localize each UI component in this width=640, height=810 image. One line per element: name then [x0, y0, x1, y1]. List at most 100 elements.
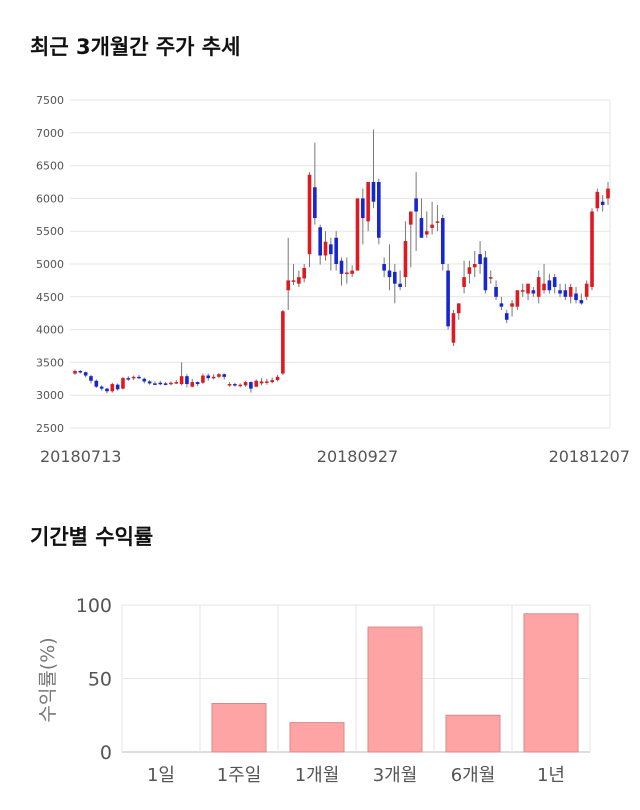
- candle-body: [430, 224, 434, 228]
- returns-x-tick-label: 1년: [537, 765, 565, 786]
- candle-body: [190, 382, 195, 387]
- candle-body: [73, 370, 77, 374]
- candle-body: [547, 280, 552, 291]
- returns-x-tick-label: 1일: [147, 765, 175, 786]
- candle-body: [163, 383, 168, 385]
- candle-y-tick-label: 6000: [36, 192, 64, 205]
- candle-body: [142, 378, 147, 382]
- candle-body: [291, 280, 296, 282]
- returns-bar: [523, 613, 579, 753]
- candle-body: [456, 303, 461, 314]
- returns-grid: [121, 604, 591, 753]
- candle-body: [563, 290, 568, 297]
- candle-body: [595, 191, 600, 209]
- candle-y-tick-label: 7000: [36, 127, 64, 140]
- candle-body: [579, 300, 584, 304]
- candle-body: [313, 187, 317, 219]
- candle-body: [478, 254, 482, 264]
- candle-body: [243, 382, 248, 386]
- candle-body: [446, 270, 450, 327]
- candle-body: [201, 375, 205, 383]
- candle-y-tick-label: 4000: [36, 324, 64, 337]
- candle-body: [520, 290, 525, 292]
- candle-body: [329, 244, 333, 255]
- candle-body: [259, 381, 264, 384]
- returns-x-tick-label: 6개월: [451, 765, 496, 786]
- candle-x-tick-label: 20181207: [549, 447, 630, 466]
- candle-body: [408, 211, 413, 225]
- candle-marks: [73, 129, 610, 394]
- candle-body: [366, 182, 370, 222]
- candle-body: [217, 374, 221, 377]
- candle-body: [398, 283, 402, 287]
- candle-x-tick-label: 20180713: [40, 447, 121, 466]
- returns-y-tick-label: 100: [76, 595, 112, 617]
- candle-body: [195, 382, 200, 385]
- candle-body: [371, 182, 376, 202]
- candle-body: [584, 283, 589, 297]
- candle-body: [94, 380, 99, 387]
- candle-y-tick-label: 2500: [36, 422, 64, 435]
- candle-body: [472, 264, 477, 268]
- candle-body: [147, 381, 152, 384]
- candle-body: [286, 280, 290, 291]
- candle-body: [105, 388, 109, 392]
- candle-body: [536, 277, 541, 297]
- candle-body: [499, 303, 504, 307]
- candle-y-tick-label: 5000: [36, 258, 64, 271]
- candle-body: [339, 260, 344, 274]
- candle-body: [435, 221, 440, 223]
- candle-body: [137, 376, 141, 379]
- candle-body: [419, 218, 424, 238]
- candle-body: [414, 198, 418, 212]
- candle-body: [510, 303, 514, 307]
- candle-body: [158, 382, 163, 385]
- candle-body: [174, 382, 179, 384]
- candle-body: [600, 201, 605, 205]
- candle-body: [83, 372, 88, 376]
- candle-body: [249, 382, 253, 389]
- returns-bar: [289, 722, 345, 753]
- candle-body: [254, 380, 259, 387]
- candle-body: [270, 380, 275, 383]
- candle-body: [382, 264, 386, 271]
- returns-x-tick-label: 3개월: [373, 765, 418, 786]
- candle-body: [558, 290, 562, 294]
- price-trend-title: 최근 3개월간 주가 추세: [30, 35, 241, 59]
- candle-body: [531, 290, 536, 294]
- candle-x-ticks: 20180713 20180927 20181207: [40, 447, 630, 466]
- candle-body: [451, 313, 456, 343]
- candle-body: [121, 378, 125, 389]
- candle-body: [323, 241, 328, 256]
- candle-y-tick-label: 5500: [36, 225, 64, 238]
- candle-y-ticks: 2500 3000 3500 4000 4500 5000 5500 6000 6500 7000…: [36, 94, 64, 435]
- candle-body: [115, 384, 120, 390]
- candle-body: [222, 374, 227, 377]
- candle-body: [89, 376, 93, 381]
- candle-body: [345, 272, 349, 275]
- candle-body: [233, 384, 237, 386]
- candle-body: [361, 198, 365, 219]
- candle-body: [606, 188, 610, 199]
- candle-body: [179, 376, 184, 385]
- candle-body: [110, 384, 115, 392]
- candle-body: [542, 283, 546, 291]
- candle-body: [424, 231, 429, 235]
- candle-body: [574, 293, 578, 301]
- candle-body: [169, 382, 173, 385]
- candle-y-tick-label: 6500: [36, 160, 64, 173]
- candle-body: [515, 290, 520, 307]
- returns-bars: [211, 613, 579, 753]
- candle-body: [238, 384, 243, 387]
- candle-body: [265, 381, 269, 383]
- returns-y-tick-label: 50: [88, 669, 112, 691]
- candle-body: [377, 182, 381, 238]
- candle-y-tick-label: 3500: [36, 356, 64, 369]
- candle-body: [403, 241, 408, 278]
- returns-bar: [211, 702, 267, 753]
- candle-body: [440, 218, 445, 264]
- candle-body: [467, 267, 472, 274]
- candle-body: [211, 376, 216, 379]
- candle-grid: [70, 99, 611, 429]
- returns-y-axis-label: 수익률(%): [37, 637, 59, 722]
